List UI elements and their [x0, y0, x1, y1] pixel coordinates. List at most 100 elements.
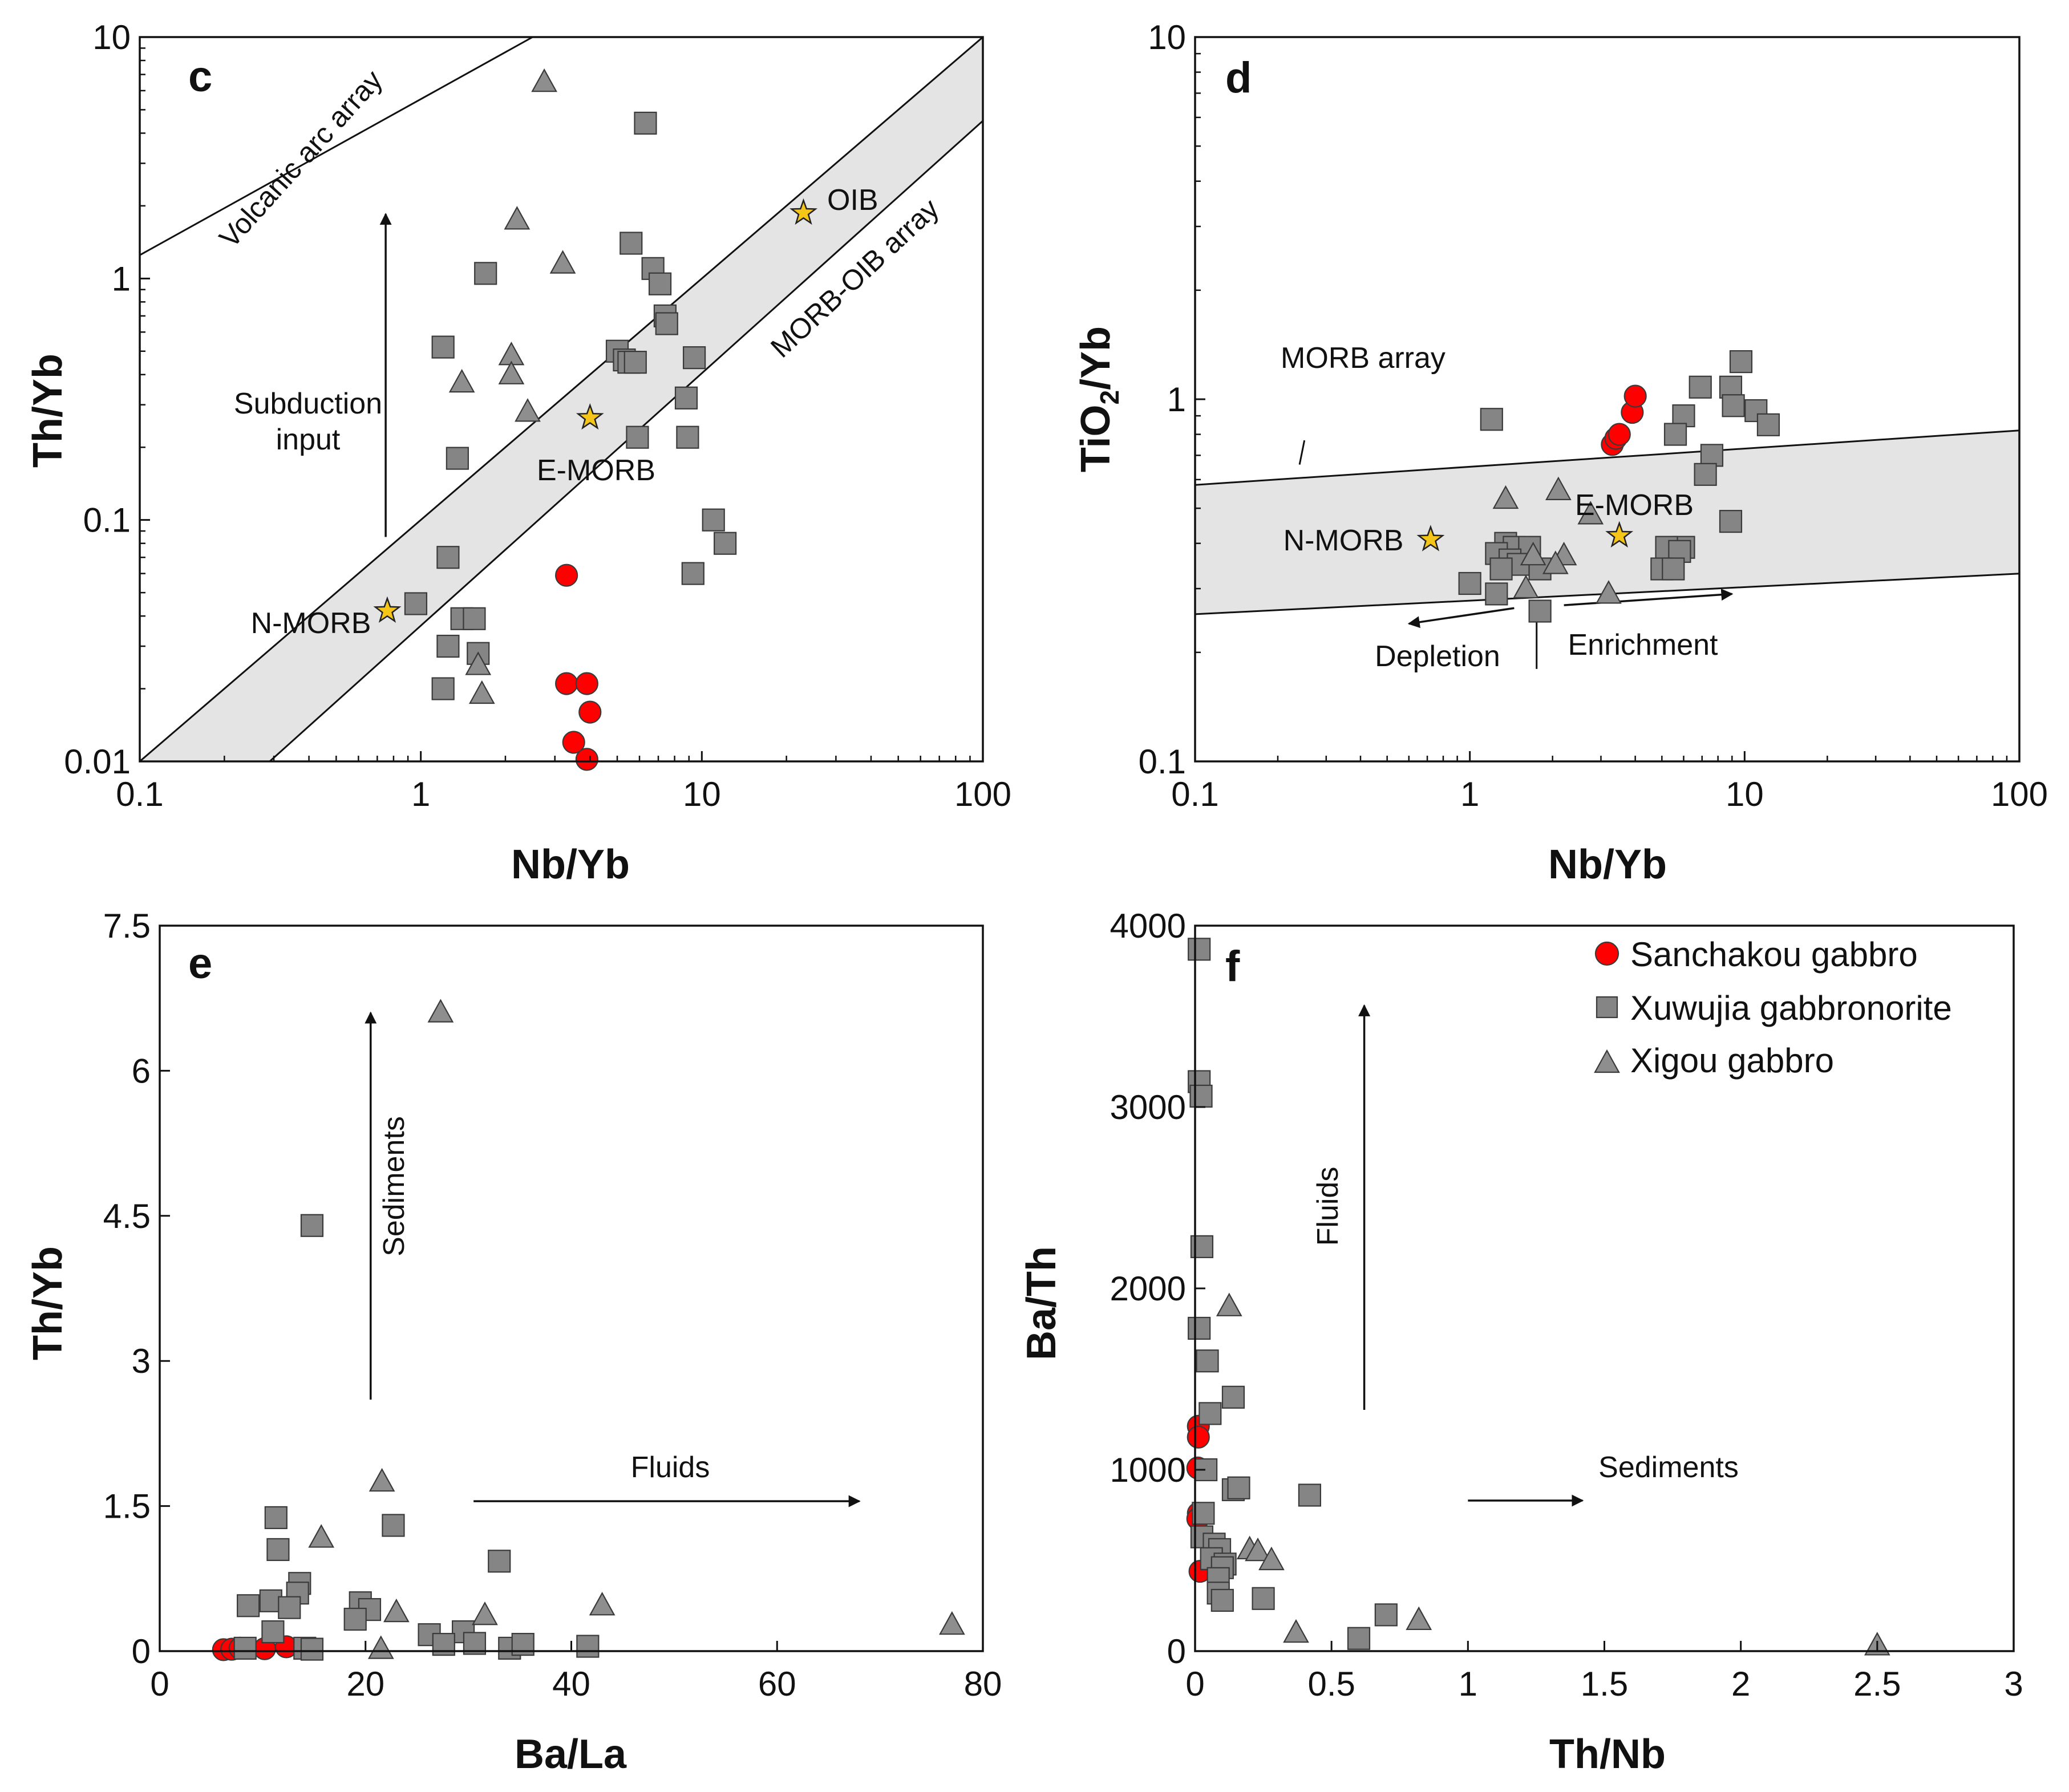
- panel-c-xuwujia-point-24: [436, 634, 460, 658]
- panel-e-xuwujia-point-7: [237, 1594, 260, 1617]
- panel-c-xuwujia-point-16: [446, 447, 469, 470]
- panel-e-y-tick-label-4: 6: [132, 1052, 151, 1090]
- panel-e-y-tick-label-2: 3: [132, 1342, 151, 1380]
- panel-e-y-tick-label-5: 7.5: [103, 907, 151, 945]
- panel-c-oib-star: [789, 198, 818, 225]
- panel-f-x-tick-label-2: 1: [1459, 1665, 1477, 1703]
- panel-d-x-title: Nb/Yb: [1548, 842, 1667, 887]
- panel-e-x-tick-label-3: 60: [758, 1665, 796, 1703]
- panel-f-xuwujia-point-24: [1347, 1627, 1371, 1650]
- panel-c-xigou-point-1: [504, 206, 531, 230]
- panel-f-letter: f: [1225, 942, 1240, 991]
- volcanic-arc-array-label: Volcanic arc array: [213, 64, 389, 254]
- panel-c-xuwujia-point-17: [702, 508, 725, 532]
- panel-e-xigou-point-1: [369, 1467, 395, 1492]
- panel-d-xigou-point-6: [1596, 580, 1622, 604]
- panel-c-xigou-point-6: [515, 398, 541, 422]
- legend-marker-xigou: [1594, 1049, 1620, 1073]
- panel-e-xuwujia-point-9: [278, 1596, 301, 1619]
- panel-e-y-tick-label-1: 1.5: [103, 1487, 151, 1526]
- panel-d-xuwujia-point-16: [1662, 557, 1685, 581]
- fluids-label-e: Fluids: [631, 1451, 710, 1484]
- panel-e-letter: e: [188, 939, 212, 988]
- panel-e-xigou-point-4: [472, 1601, 498, 1625]
- panel-e-y-tick-label-0: 0: [132, 1632, 151, 1671]
- panel-f-y-title: Ba/Th: [1019, 1246, 1064, 1360]
- panel-f-y-tick-label-3: 3000: [1110, 1088, 1186, 1126]
- panel-c-xuwujia-point-4: [648, 272, 672, 295]
- panel-f-xuwujia-point-7: [1221, 1385, 1245, 1409]
- panel-f-xuwujia-point-2: [1189, 1084, 1213, 1108]
- panel-c-e-morb-star: [576, 403, 604, 430]
- sediments-label-f: Sediments: [1598, 1451, 1739, 1484]
- panel-c-xigou-point-7: [465, 651, 492, 675]
- depletion-label: Depletion: [1375, 640, 1500, 673]
- panel-f-xigou-point-2: [1245, 1537, 1271, 1562]
- panel-e-xuwujia-point-13: [261, 1620, 285, 1644]
- panel-c-xuwujia-point-18: [714, 532, 737, 555]
- panel-d-x-tick-label-1: 1: [1460, 775, 1479, 813]
- panel-e-xigou-point-7: [367, 1635, 394, 1659]
- legend-marker-sanchakou: [1594, 941, 1619, 966]
- panel-d-xuwujia-point-8: [1700, 444, 1724, 467]
- panel-c-sanchakou-point-5: [575, 748, 598, 771]
- panel-d-xuwujia-point-3: [1722, 394, 1745, 417]
- panel-e-xuwujia-point-12: [343, 1607, 367, 1631]
- panel-d-xuwujia-point-0: [1729, 350, 1753, 374]
- panel-c-sanchakou-point-3: [578, 700, 602, 724]
- panel-c-xuwujia-point-21: [404, 592, 428, 615]
- panel-d-xigou-point-5: [1513, 574, 1539, 599]
- panel-f-xuwujia-point-11: [1298, 1483, 1321, 1507]
- fluids-label-f: Fluids: [1311, 1167, 1345, 1246]
- panel-d-y-tick-label-0: 0.1: [1139, 743, 1186, 781]
- panel-e-xuwujia-point-23: [233, 1636, 257, 1660]
- panel-d-band-upper-line: [1195, 429, 2019, 486]
- legend: Sanchakou gabbro Xuwujia gabbronorite Xi…: [1594, 935, 1952, 1080]
- panel-e-xigou-point-5: [589, 1592, 616, 1616]
- panel-f-xigou-point-3: [1258, 1546, 1285, 1571]
- panel-f-y-tick-label-0: 0: [1167, 1632, 1186, 1671]
- panel-d-xuwujia-point-5: [1756, 413, 1780, 436]
- panel-f-x-title: Th/Nb: [1549, 1732, 1666, 1777]
- panel-c-y-tick-label-3: 10: [92, 18, 131, 56]
- panel-d-xuwujia-point-14: [1719, 510, 1743, 533]
- panel-c-xuwujia-point-1: [474, 262, 497, 285]
- panel-c-x-tick-label-2: 10: [683, 775, 721, 813]
- panel-c-sanchakou-point-0: [555, 563, 578, 587]
- panel-d-xuwujia-point-9: [1694, 463, 1717, 486]
- panel-f-y-tick-label-4: 4000: [1110, 907, 1186, 945]
- panel-d: 0.1 1 10 100 0.1 1 10 d Nb/Yb TiO2/Yb MORB arr…: [1073, 18, 2048, 887]
- panel-d-leader-line: [1298, 440, 1306, 465]
- panel-c-xuwujia-point-20: [681, 562, 704, 585]
- panel-f: 0 0.5 1 1.5 2 2.5 3 0 1000 2000 3000 4000 f Th/Nb B…: [1019, 907, 2023, 1777]
- panel-d-n-morb-star: [1416, 525, 1445, 552]
- panel-f-x-tick-label-0: 0: [1185, 1665, 1204, 1703]
- panel-d-xuwujia-point-7: [1663, 423, 1687, 446]
- panel-e-x-tick-label-2: 40: [552, 1665, 590, 1703]
- panel-f-xuwujia-point-21: [1210, 1588, 1234, 1612]
- panel-c-y-tick-label-0: 0.01: [64, 743, 131, 781]
- panel-e: 0 20 40 60 80 0 1.5 3 4.5 6 7.5 e Ba/La Th/Yb Sedi…: [25, 907, 1002, 1777]
- panel-f-x-tick-label-6: 3: [2004, 1665, 2023, 1703]
- panel-c-xuwujia-point-26: [431, 677, 455, 700]
- panel-c-xuwujia-point-19: [436, 546, 460, 569]
- panel-c-x-tick-label-0: 0.1: [116, 775, 163, 813]
- panel-f-x-tick-label-3: 1.5: [1581, 1665, 1628, 1703]
- panel-d-letter: d: [1225, 54, 1252, 102]
- panel-e-xuwujia-point-1: [264, 1506, 288, 1530]
- panel-c-letter: c: [188, 52, 212, 101]
- legend-label-sanchakou: Sanchakou gabbro: [1630, 935, 1918, 974]
- panel-c-xuwujia-point-7: [431, 335, 455, 359]
- panel-c-sanchakou-point-2: [575, 672, 598, 695]
- panel-e-xigou-point-6: [939, 1611, 965, 1635]
- panel-d-y-tick-label-2: 10: [1148, 18, 1186, 56]
- panel-c-xigou-point-2: [549, 250, 576, 274]
- panel-d-e-morb-star: [1605, 521, 1634, 548]
- panel-e-xigou-point-3: [383, 1598, 410, 1623]
- panel-c-xuwujia-point-13: [674, 386, 698, 410]
- panel-e-xuwujia-point-2: [266, 1538, 290, 1562]
- panel-c-xuwujia-point-0: [634, 111, 657, 135]
- panel-d-arrow-0: [1407, 607, 1515, 629]
- panel-d-sanchakou-point-4: [1623, 384, 1647, 408]
- panel-f-y-tick-label-2: 2000: [1110, 1270, 1186, 1308]
